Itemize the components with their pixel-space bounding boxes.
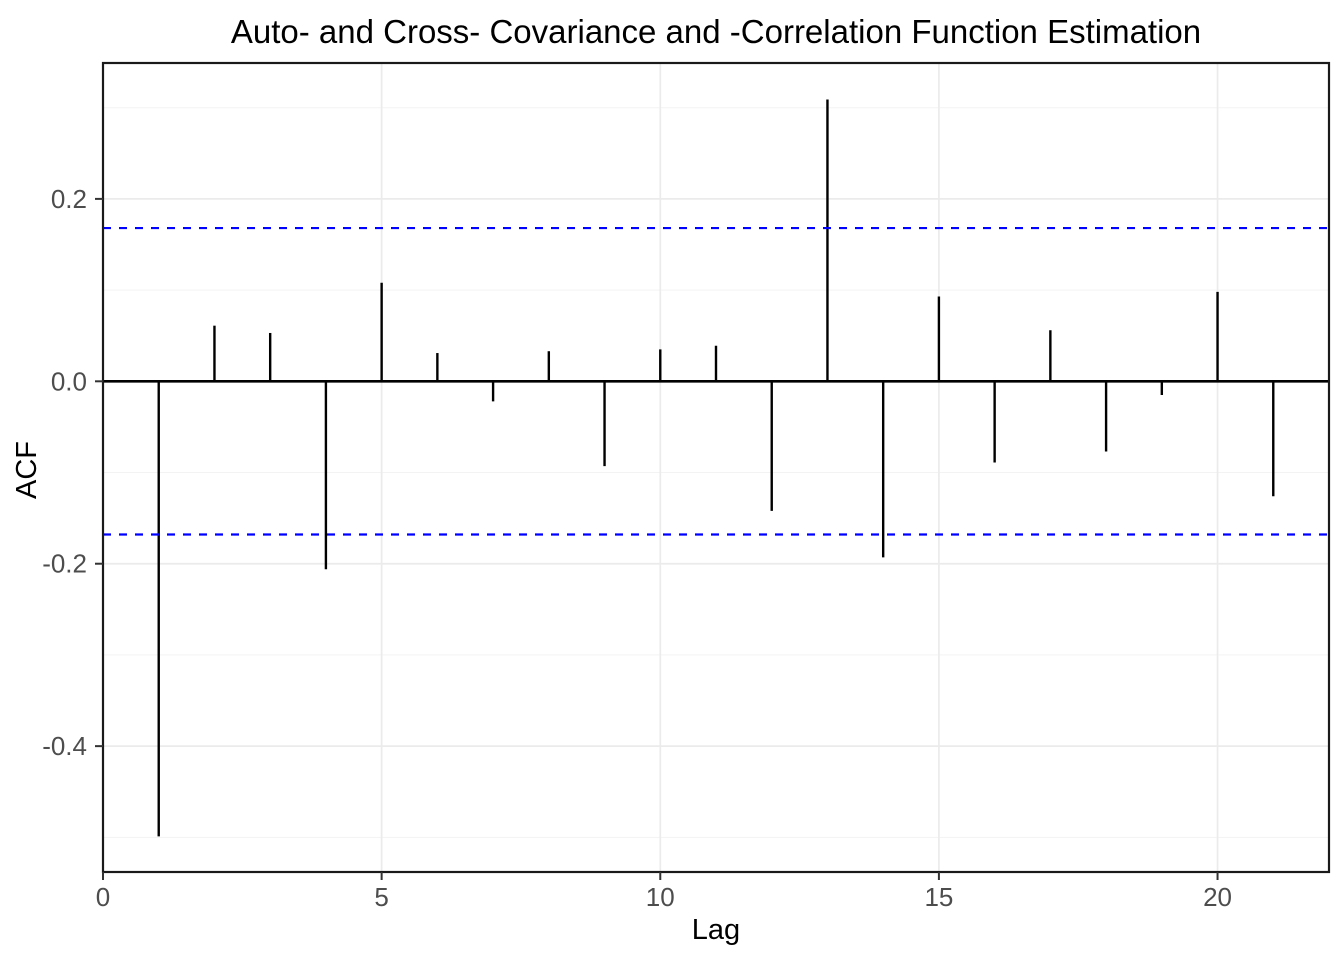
- x-tick-label: 20: [1203, 882, 1232, 912]
- x-axis-title: Lag: [691, 914, 741, 946]
- y-tick-label: 0.2: [51, 184, 87, 214]
- chart-title: Auto- and Cross- Covariance and -Correla…: [230, 13, 1202, 50]
- panel-background: [103, 63, 1329, 872]
- x-tick-label: 15: [924, 882, 953, 912]
- y-tick-label: 0.0: [51, 366, 87, 396]
- y-tick-label: -0.4: [42, 731, 87, 761]
- panel-border: [101, 61, 1331, 874]
- x-tick-label: 5: [374, 882, 388, 912]
- y-tick-label: -0.2: [42, 549, 87, 579]
- x-tick-label: 0: [96, 882, 110, 912]
- x-tick-label: 10: [646, 882, 675, 912]
